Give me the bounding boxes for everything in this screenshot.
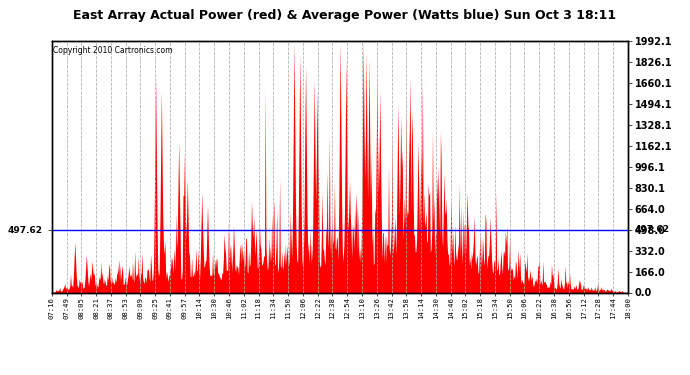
Text: Copyright 2010 Cartronics.com: Copyright 2010 Cartronics.com [53,46,172,55]
Text: 497.62: 497.62 [635,225,670,234]
Text: East Array Actual Power (red) & Average Power (Watts blue) Sun Oct 3 18:11: East Array Actual Power (red) & Average … [73,9,617,22]
